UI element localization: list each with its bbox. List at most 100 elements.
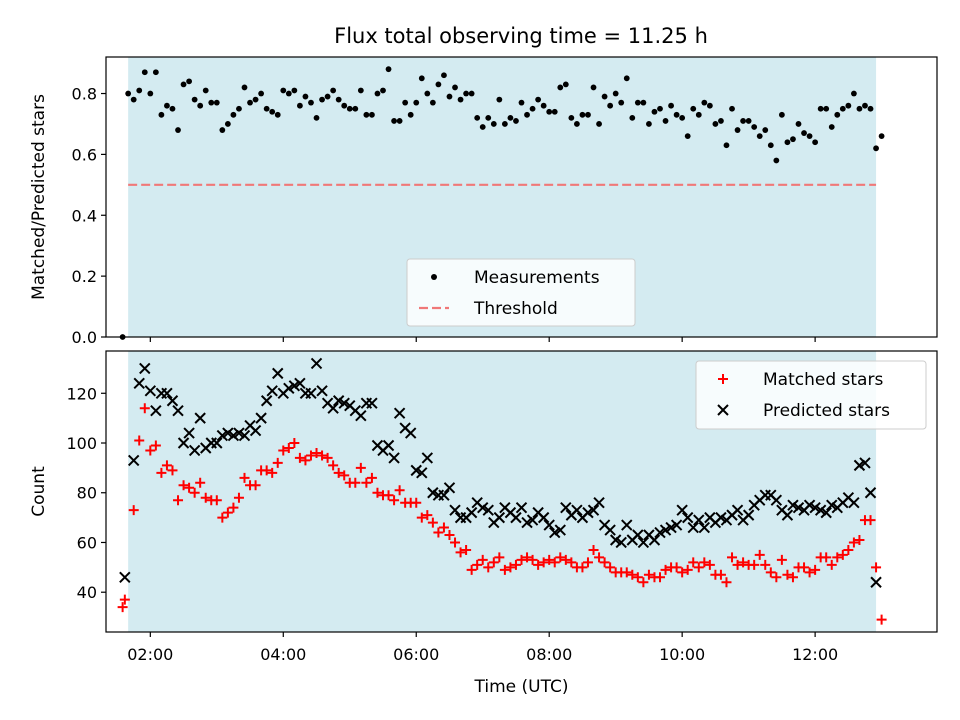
measurement-point — [806, 133, 813, 140]
measurement-point — [468, 90, 475, 97]
y-tick-label: 60 — [77, 533, 97, 552]
measurement-point — [219, 127, 226, 133]
matched-star-point — [682, 564, 693, 575]
matched-star-point — [566, 557, 577, 568]
measurement-point — [856, 105, 863, 112]
matched-star-point — [671, 562, 682, 573]
legend-marker — [718, 374, 728, 384]
matched-star-point — [810, 564, 821, 575]
matched-star-point — [538, 557, 549, 568]
matched-star-point — [200, 492, 211, 503]
matched-star-point — [699, 557, 710, 568]
measurement-point — [795, 121, 802, 127]
measurement-point — [313, 114, 320, 121]
matched-star-point — [577, 562, 588, 573]
measurement-point — [646, 121, 652, 127]
measurement-point — [524, 111, 530, 118]
matched-star-point — [134, 435, 145, 446]
matched-star-point — [444, 530, 455, 541]
matched-star-point — [477, 554, 488, 565]
matched-star-point — [427, 517, 438, 528]
predicted-star-point — [133, 377, 145, 390]
matched-star-point — [483, 562, 494, 573]
matched-star-point — [721, 577, 732, 588]
matched-star-point — [832, 552, 843, 563]
predicted-star-point — [316, 385, 328, 397]
predicted-star-point — [305, 387, 317, 399]
matched-star-point — [760, 559, 771, 570]
measurement-point — [590, 84, 597, 91]
predicted-star-point — [421, 452, 434, 464]
measurement-point — [341, 102, 348, 109]
measurement-point — [324, 93, 331, 100]
matched-star-point — [222, 507, 233, 518]
matched-star-point — [771, 572, 782, 583]
measurement-point — [562, 81, 569, 88]
predicted-star-point — [864, 487, 877, 499]
y-axis-label: Count — [29, 466, 49, 517]
measurement-point — [657, 105, 663, 112]
predicted-star-point — [438, 489, 450, 501]
measurement-point — [346, 105, 353, 112]
matched-star-point — [582, 557, 593, 568]
matched-star-point — [865, 515, 876, 526]
measurement-point — [241, 84, 248, 91]
predicted-star-point — [615, 536, 627, 549]
measurement-point — [186, 78, 193, 85]
measurement-point — [158, 111, 165, 118]
predicted-star-point — [266, 385, 278, 397]
matched-star-point — [843, 544, 854, 555]
matched-star-point — [732, 559, 743, 570]
matched-star-point — [472, 559, 483, 570]
predicted-star-point — [560, 501, 572, 514]
predicted-star-point — [139, 362, 151, 375]
predicted-star-point — [404, 427, 417, 439]
measurement-point — [701, 99, 708, 106]
measurement-point — [413, 99, 420, 106]
predicted-star-point — [166, 395, 179, 407]
measurement-point — [513, 118, 519, 124]
matched-star-point — [837, 549, 848, 560]
matched-star-point — [643, 569, 654, 580]
measurement-point — [125, 90, 132, 97]
measurement-point — [457, 96, 464, 103]
x-tick-label: 08:00 — [526, 645, 572, 664]
matched-star-point — [488, 557, 499, 568]
matched-star-point — [411, 497, 422, 508]
matched-star-point — [555, 552, 566, 563]
matched-star-point — [278, 445, 289, 456]
predicted-star-point — [687, 521, 699, 534]
measurement-point — [557, 84, 564, 91]
matched-star-point — [311, 447, 322, 458]
matched-star-point — [754, 549, 765, 560]
matched-star-point — [461, 544, 472, 555]
y-tick-label: 0.0 — [72, 328, 97, 347]
matched-star-point — [466, 564, 477, 575]
measurement-point — [651, 108, 658, 115]
matched-star-point — [422, 510, 433, 521]
measurement-point — [546, 108, 553, 115]
measurement-point — [501, 121, 508, 127]
predicted-star-point — [554, 524, 566, 536]
legend-box — [406, 258, 636, 327]
measurement-point — [291, 87, 298, 94]
predicted-star-point — [515, 501, 528, 514]
matched-star-point — [294, 452, 305, 463]
y-tick-label: 0.6 — [72, 145, 97, 164]
matched-star-point — [450, 537, 461, 548]
measurement-point — [712, 121, 719, 127]
matched-star-point — [804, 567, 815, 578]
measurement-point — [740, 118, 746, 124]
predicted-star-point — [327, 402, 339, 414]
measurement-point — [208, 99, 215, 106]
measurement-point — [607, 102, 614, 109]
measurement-point — [623, 75, 630, 82]
measurement-point — [479, 124, 486, 130]
measurement-point — [601, 93, 608, 100]
matched-star-point — [355, 462, 366, 473]
predicted-star-point — [465, 506, 478, 519]
measurement-point — [801, 130, 807, 136]
measurement-point — [263, 105, 270, 112]
matched-star-point — [787, 572, 798, 583]
predicted-star-point — [161, 387, 173, 399]
